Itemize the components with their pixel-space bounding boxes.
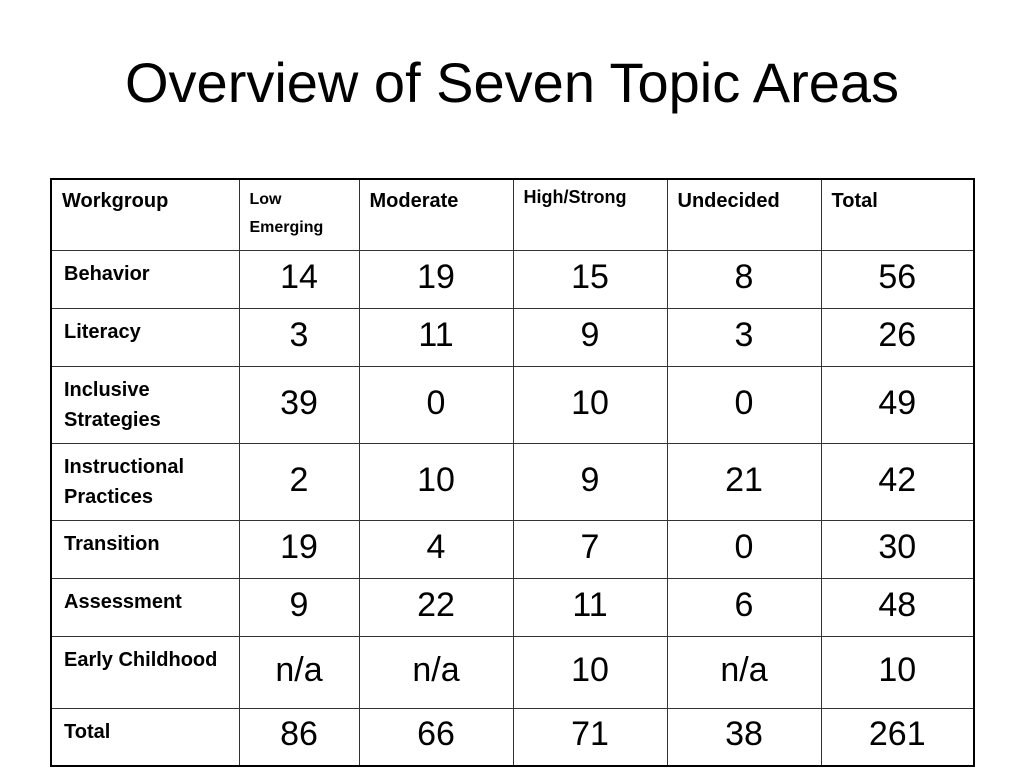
- header-cell: Low Emerging: [238, 178, 360, 251]
- value-cell: 19: [238, 520, 360, 579]
- row-label: Literacy: [50, 308, 240, 367]
- table-row: Instructional Practices 2 10 9 21 42: [50, 443, 975, 521]
- value-cell: 10: [512, 366, 668, 444]
- table-row: Literacy 3 11 9 3 26: [50, 308, 975, 367]
- header-cell: Moderate: [358, 178, 514, 251]
- value-cell: n/a: [358, 636, 514, 709]
- value-cell: 10: [358, 443, 514, 521]
- row-label: Early Childhood: [50, 636, 240, 709]
- table-row: Assessment 9 22 11 6 48: [50, 578, 975, 637]
- value-cell: 0: [666, 366, 822, 444]
- header-cell: Total: [820, 178, 975, 251]
- value-cell: 48: [820, 578, 975, 637]
- row-label: Behavior: [50, 250, 240, 309]
- value-cell: 56: [820, 250, 975, 309]
- header-cell: High/Strong: [512, 178, 668, 251]
- row-label: Inclusive Strategies: [50, 366, 240, 444]
- value-cell: 38: [666, 708, 822, 766]
- row-label: Assessment: [50, 578, 240, 637]
- header-cell: Undecided: [666, 178, 822, 251]
- value-cell: 11: [512, 578, 668, 637]
- value-cell: 261: [820, 708, 975, 766]
- table-row: Total 86 66 71 38 261: [50, 708, 975, 766]
- slide-title: Overview of Seven Topic Areas: [124, 51, 900, 114]
- value-cell: 42: [820, 443, 975, 521]
- value-cell: 2: [238, 443, 360, 521]
- table-row: Behavior 14 19 15 8 56: [50, 250, 975, 309]
- value-cell: 10: [512, 636, 668, 709]
- row-label: Instructional Practices: [50, 443, 240, 521]
- value-cell: 11: [358, 308, 514, 367]
- value-cell: 9: [238, 578, 360, 637]
- value-cell: 30: [820, 520, 975, 579]
- value-cell: 14: [238, 250, 360, 309]
- table-row: Early Childhood n/a n/a 10 n/a 10: [50, 636, 975, 709]
- value-cell: 9: [512, 443, 668, 521]
- value-cell: 7: [512, 520, 668, 579]
- table-row: Transition 19 4 7 0 30: [50, 520, 975, 579]
- row-label: Transition: [50, 520, 240, 579]
- value-cell: 0: [666, 520, 822, 579]
- value-cell: 71: [512, 708, 668, 766]
- value-cell: 19: [358, 250, 514, 309]
- value-cell: 9: [512, 308, 668, 367]
- value-cell: 3: [238, 308, 360, 367]
- value-cell: 86: [238, 708, 360, 766]
- value-cell: 66: [358, 708, 514, 766]
- value-cell: n/a: [666, 636, 822, 709]
- value-cell: 39: [238, 366, 360, 444]
- value-cell: 4: [358, 520, 514, 579]
- header-cell: Workgroup: [50, 178, 240, 251]
- value-cell: n/a: [238, 636, 360, 709]
- value-cell: 8: [666, 250, 822, 309]
- row-label: Total: [50, 708, 240, 766]
- value-cell: 15: [512, 250, 668, 309]
- data-table: Workgroup Low Emerging Moderate High/Strong…: [50, 178, 975, 767]
- value-cell: 21: [666, 443, 822, 521]
- value-cell: 10: [820, 636, 975, 709]
- value-cell: 6: [666, 578, 822, 637]
- value-cell: 22: [358, 578, 514, 637]
- value-cell: 0: [358, 366, 514, 444]
- header-row: Workgroup Low Emerging Moderate High/Strong…: [50, 178, 975, 251]
- value-cell: 26: [820, 308, 975, 367]
- table-row: Inclusive Strategies 39 0 10 0 49: [50, 366, 975, 444]
- value-cell: 3: [666, 308, 822, 367]
- value-cell: 49: [820, 366, 975, 444]
